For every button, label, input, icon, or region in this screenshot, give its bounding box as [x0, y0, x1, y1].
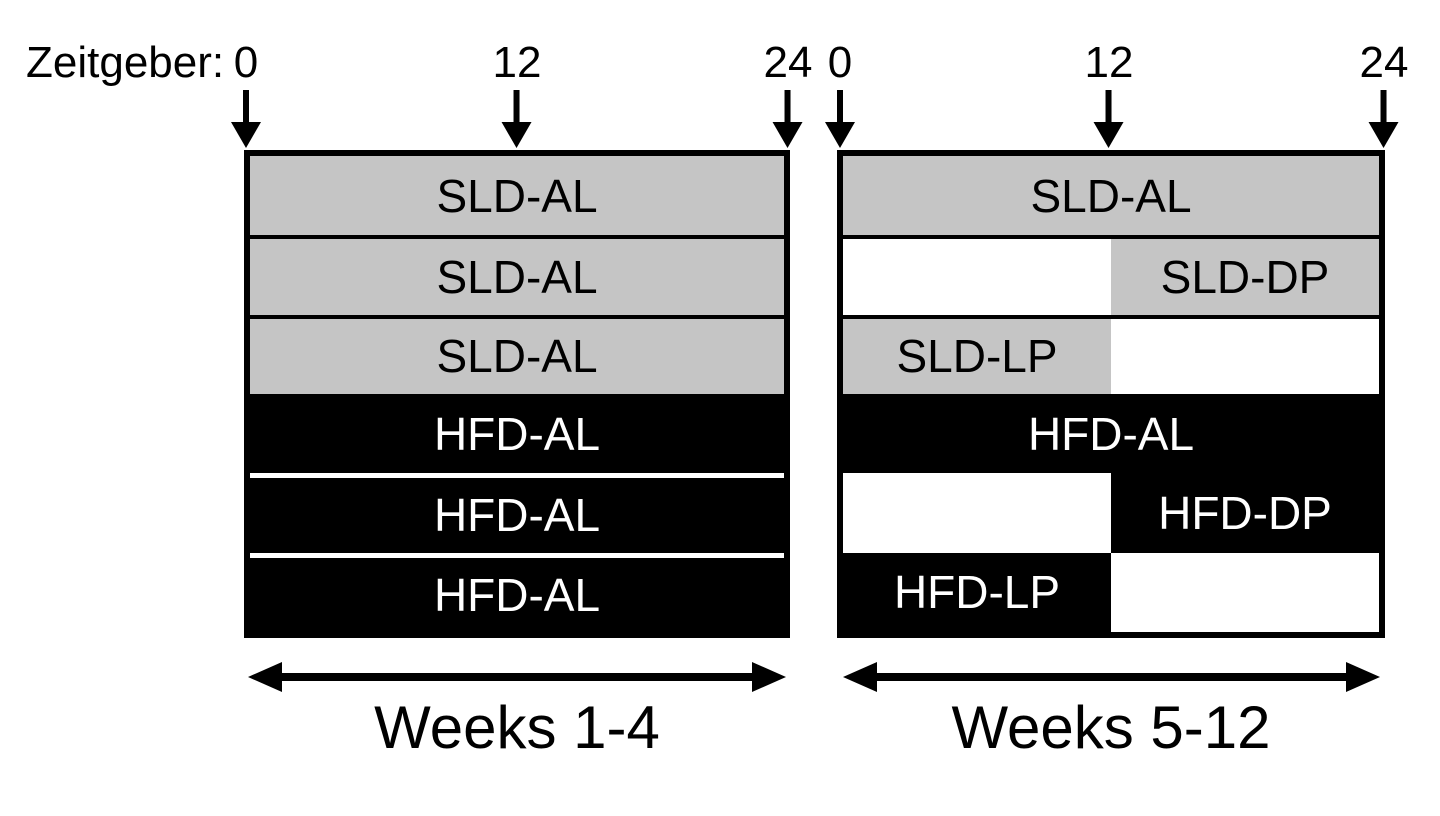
arrow-line [282, 673, 752, 681]
down-arrow-icon [825, 90, 855, 148]
caption-weeks-1-4: Weeks 1-4 [374, 694, 660, 761]
arrow-shaft [243, 90, 249, 122]
feeding-window-cell: SLD-AL [250, 156, 784, 236]
diet-group-label: HFD-LP [893, 566, 1061, 619]
arrow-shaft [513, 90, 520, 122]
diet-row-hfd-dp: HFD-DP [843, 473, 1379, 553]
tick-weeks5-12-zt0: 0 [825, 40, 855, 148]
feeding-window-cell: SLD-AL [843, 156, 1379, 236]
arrow-shaft [784, 90, 791, 122]
down-arrow-icon [231, 90, 261, 148]
tick-weeks5-12-zt12: 12 [1084, 38, 1134, 148]
tick-number: 24 [763, 38, 813, 87]
arrow-head [772, 122, 803, 148]
arrow-head [825, 122, 855, 148]
tick-number: 12 [492, 38, 542, 87]
left-arrowhead-icon [843, 662, 877, 692]
feeding-window-cell: HFD-AL [250, 557, 784, 632]
diet-group-label: HFD-AL [433, 407, 601, 460]
duration-arrow-weeks-1-4 [248, 662, 786, 692]
diet-row-hfd-al: HFD-AL [250, 394, 784, 474]
tick-number: 24 [1359, 38, 1409, 87]
arrow-head [1368, 122, 1399, 148]
caption-weeks-5-12: Weeks 5-12 [951, 694, 1271, 761]
arrow-head [231, 122, 261, 148]
right-arrowhead-icon [1346, 662, 1380, 692]
arrow-shaft [1105, 90, 1112, 122]
down-arrow-icon [772, 90, 803, 148]
feeding-window-cell: HFD-AL [250, 394, 784, 474]
feeding-window-cell: SLD-AL [250, 239, 784, 315]
panel-weeks-5-12: SLD-AL SLD-DP SLD-LP HFD-AL HFD-DP [837, 150, 1385, 638]
empty-window-cell [1111, 552, 1379, 632]
tick-weeks5-12-zt24: 24 [1359, 38, 1409, 148]
tick-weeks1-4-zt24: 24 [763, 38, 813, 148]
empty-window-cell [843, 473, 1111, 553]
tick-weeks1-4-zt12: 12 [492, 38, 542, 148]
down-arrow-icon [501, 90, 532, 148]
panel-weeks-1-4: SLD-AL SLD-AL SLD-AL HFD-AL HFD-AL HFD-A [244, 150, 790, 638]
diet-group-label: SLD-AL [1030, 169, 1192, 222]
left-arrowhead-icon [248, 662, 282, 692]
empty-window-cell [843, 239, 1111, 315]
diet-row-hfd-al: HFD-AL [250, 473, 784, 553]
diet-row-hfd-al: HFD-AL [843, 394, 1379, 474]
arrow-line [877, 673, 1346, 681]
feeding-window-cell: SLD-DP [1111, 239, 1379, 315]
diet-row-sld-lp: SLD-LP [843, 314, 1379, 394]
diet-row-sld-al: SLD-AL [250, 314, 784, 394]
right-arrowhead-icon [752, 662, 786, 692]
down-arrow-icon [1368, 90, 1399, 148]
feeding-window-cell: HFD-DP [1111, 473, 1379, 553]
arrow-shaft [837, 90, 843, 122]
diet-group-label: HFD-AL [1027, 407, 1195, 460]
diet-group-label: SLD-AL [436, 169, 598, 222]
duration-arrow-weeks-5-12 [843, 662, 1380, 692]
tick-number: 0 [233, 38, 259, 87]
diet-group-label: HFD-AL [433, 568, 601, 621]
diet-row-sld-al: SLD-AL [250, 156, 784, 236]
feeding-window-cell: HFD-AL [843, 394, 1379, 474]
diet-row-sld-al: SLD-AL [250, 235, 784, 315]
zeitgeber-label: Zeitgeber: [26, 38, 225, 87]
empty-window-cell [1111, 318, 1379, 394]
diet-row-sld-al: SLD-AL [843, 156, 1379, 236]
diet-group-label: SLD-LP [896, 330, 1058, 383]
diet-row-hfd-lp: HFD-LP [843, 552, 1379, 632]
diet-group-label: SLD-AL [436, 330, 598, 383]
diet-group-label: HFD-DP [1158, 486, 1332, 539]
feeding-window-cell: SLD-LP [843, 318, 1111, 394]
down-arrow-icon [1093, 90, 1124, 148]
arrow-shaft [1380, 90, 1387, 122]
diet-group-label: SLD-AL [436, 250, 598, 303]
feeding-window-cell: SLD-AL [250, 318, 784, 394]
feeding-window-cell: HFD-LP [843, 552, 1111, 632]
arrow-head [501, 122, 532, 148]
feeding-window-cell: HFD-AL [250, 478, 784, 553]
diet-group-label: SLD-DP [1160, 250, 1330, 303]
tick-weeks1-4-zt0: 0 [231, 40, 261, 148]
diet-group-label: HFD-AL [433, 489, 601, 542]
arrow-head [1093, 122, 1124, 148]
tick-number: 12 [1084, 38, 1134, 87]
diet-row-hfd-al: HFD-AL [250, 552, 784, 632]
tick-number: 0 [827, 38, 853, 87]
diet-row-sld-dp: SLD-DP [843, 235, 1379, 315]
